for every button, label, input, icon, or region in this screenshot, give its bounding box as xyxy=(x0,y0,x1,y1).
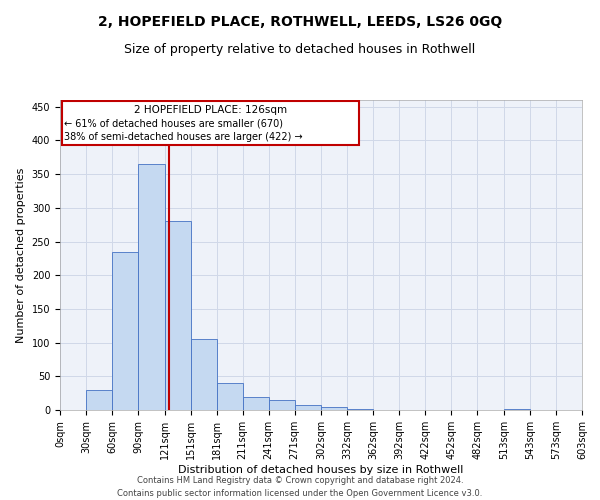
Bar xyxy=(191,338,217,410)
Bar xyxy=(322,408,347,410)
Text: 2 HOPEFIELD PLACE: 126sqm: 2 HOPEFIELD PLACE: 126sqm xyxy=(134,104,287,115)
Text: 2, HOPEFIELD PLACE, ROTHWELL, LEEDS, LS26 0GQ: 2, HOPEFIELD PLACE, ROTHWELL, LEEDS, LS2… xyxy=(98,15,502,29)
Bar xyxy=(242,396,269,410)
Bar xyxy=(138,164,165,410)
Text: ← 61% of detached houses are smaller (670): ← 61% of detached houses are smaller (67… xyxy=(64,118,283,128)
Text: Contains HM Land Registry data © Crown copyright and database right 2024.
Contai: Contains HM Land Registry data © Crown c… xyxy=(118,476,482,498)
Bar xyxy=(165,222,191,410)
Text: Size of property relative to detached houses in Rothwell: Size of property relative to detached ho… xyxy=(124,42,476,56)
Bar xyxy=(217,383,242,410)
Bar xyxy=(295,406,322,410)
X-axis label: Distribution of detached houses by size in Rothwell: Distribution of detached houses by size … xyxy=(178,464,464,474)
Bar xyxy=(269,400,295,410)
FancyBboxPatch shape xyxy=(62,102,359,145)
Y-axis label: Number of detached properties: Number of detached properties xyxy=(16,168,26,342)
Bar xyxy=(112,252,138,410)
Text: 38% of semi-detached houses are larger (422) →: 38% of semi-detached houses are larger (… xyxy=(64,132,303,142)
Bar xyxy=(86,390,112,410)
